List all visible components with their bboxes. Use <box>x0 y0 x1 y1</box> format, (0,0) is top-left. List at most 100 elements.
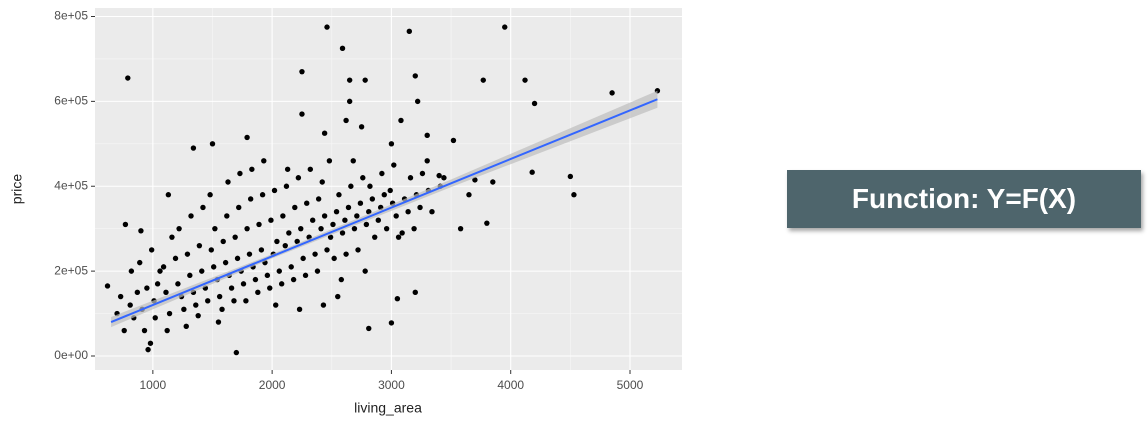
point <box>339 45 346 52</box>
point <box>274 238 280 245</box>
point <box>236 204 242 211</box>
point <box>154 281 161 287</box>
point <box>346 77 353 83</box>
point <box>395 234 402 240</box>
point <box>259 192 266 198</box>
point <box>134 289 141 296</box>
point <box>363 221 370 228</box>
y-tick-label: 0e+00 <box>54 348 88 362</box>
point <box>288 264 294 270</box>
point <box>369 196 376 202</box>
point <box>188 213 194 219</box>
point <box>176 225 182 232</box>
point <box>122 221 129 228</box>
point <box>284 166 291 172</box>
point <box>360 175 366 181</box>
point <box>567 173 574 180</box>
point <box>187 272 193 279</box>
point <box>273 302 279 308</box>
point <box>184 251 191 257</box>
point <box>315 196 322 202</box>
point <box>207 192 213 198</box>
point <box>366 209 372 215</box>
point <box>243 298 249 304</box>
point <box>175 281 181 287</box>
point <box>216 293 223 300</box>
point <box>220 238 226 245</box>
point <box>312 251 318 257</box>
y-axis-title: price <box>9 174 25 205</box>
y-tick-label: 4e+05 <box>54 178 88 192</box>
point <box>165 192 172 198</box>
point <box>339 230 346 236</box>
point <box>145 346 151 353</box>
point <box>215 319 222 325</box>
point <box>299 68 305 75</box>
point <box>300 255 306 262</box>
point <box>326 158 333 164</box>
point <box>419 170 426 177</box>
point <box>244 134 250 141</box>
point <box>350 158 356 164</box>
point <box>299 111 305 117</box>
point <box>121 327 127 334</box>
point <box>261 158 267 164</box>
point <box>267 285 273 291</box>
point <box>183 323 189 329</box>
x-tick-label: 1000 <box>140 378 167 392</box>
point <box>276 268 282 274</box>
point <box>321 130 328 136</box>
point <box>412 289 418 296</box>
point <box>166 310 173 317</box>
point <box>195 312 201 319</box>
point <box>345 204 352 211</box>
point <box>147 340 154 346</box>
point <box>318 225 324 232</box>
point <box>522 77 528 83</box>
point <box>286 230 292 236</box>
point <box>362 77 368 83</box>
point <box>280 213 286 219</box>
point <box>256 221 262 228</box>
point <box>163 289 169 296</box>
point <box>480 77 486 83</box>
point <box>405 209 411 215</box>
point <box>375 217 382 223</box>
point <box>354 213 360 219</box>
point <box>388 141 395 147</box>
point <box>157 268 163 274</box>
point <box>271 187 278 194</box>
point <box>314 268 321 274</box>
point <box>231 298 237 304</box>
y-tick-label: 6e+05 <box>54 94 88 108</box>
point <box>295 175 302 181</box>
y-tick-label: 8e+05 <box>54 9 88 23</box>
point <box>333 209 340 215</box>
point <box>205 298 211 304</box>
point <box>237 170 243 177</box>
point <box>391 162 397 168</box>
point <box>424 132 430 139</box>
point <box>502 24 508 30</box>
point <box>224 213 230 219</box>
chart: living_area price 1000 2000 3000 4000 5000 0e… <box>9 8 682 416</box>
point <box>398 117 404 124</box>
point <box>283 183 290 189</box>
point <box>172 255 179 262</box>
point <box>296 306 303 313</box>
point <box>342 217 348 223</box>
point <box>472 177 478 183</box>
point <box>282 242 288 249</box>
y-tick-label: 2e+05 <box>54 263 88 277</box>
point <box>351 225 358 232</box>
point <box>200 204 206 211</box>
point <box>331 255 337 262</box>
point <box>358 124 365 130</box>
point <box>278 281 285 287</box>
point <box>298 225 304 232</box>
point <box>233 349 240 356</box>
point <box>302 272 309 279</box>
point <box>466 192 472 198</box>
point <box>362 268 368 274</box>
point <box>531 100 538 107</box>
